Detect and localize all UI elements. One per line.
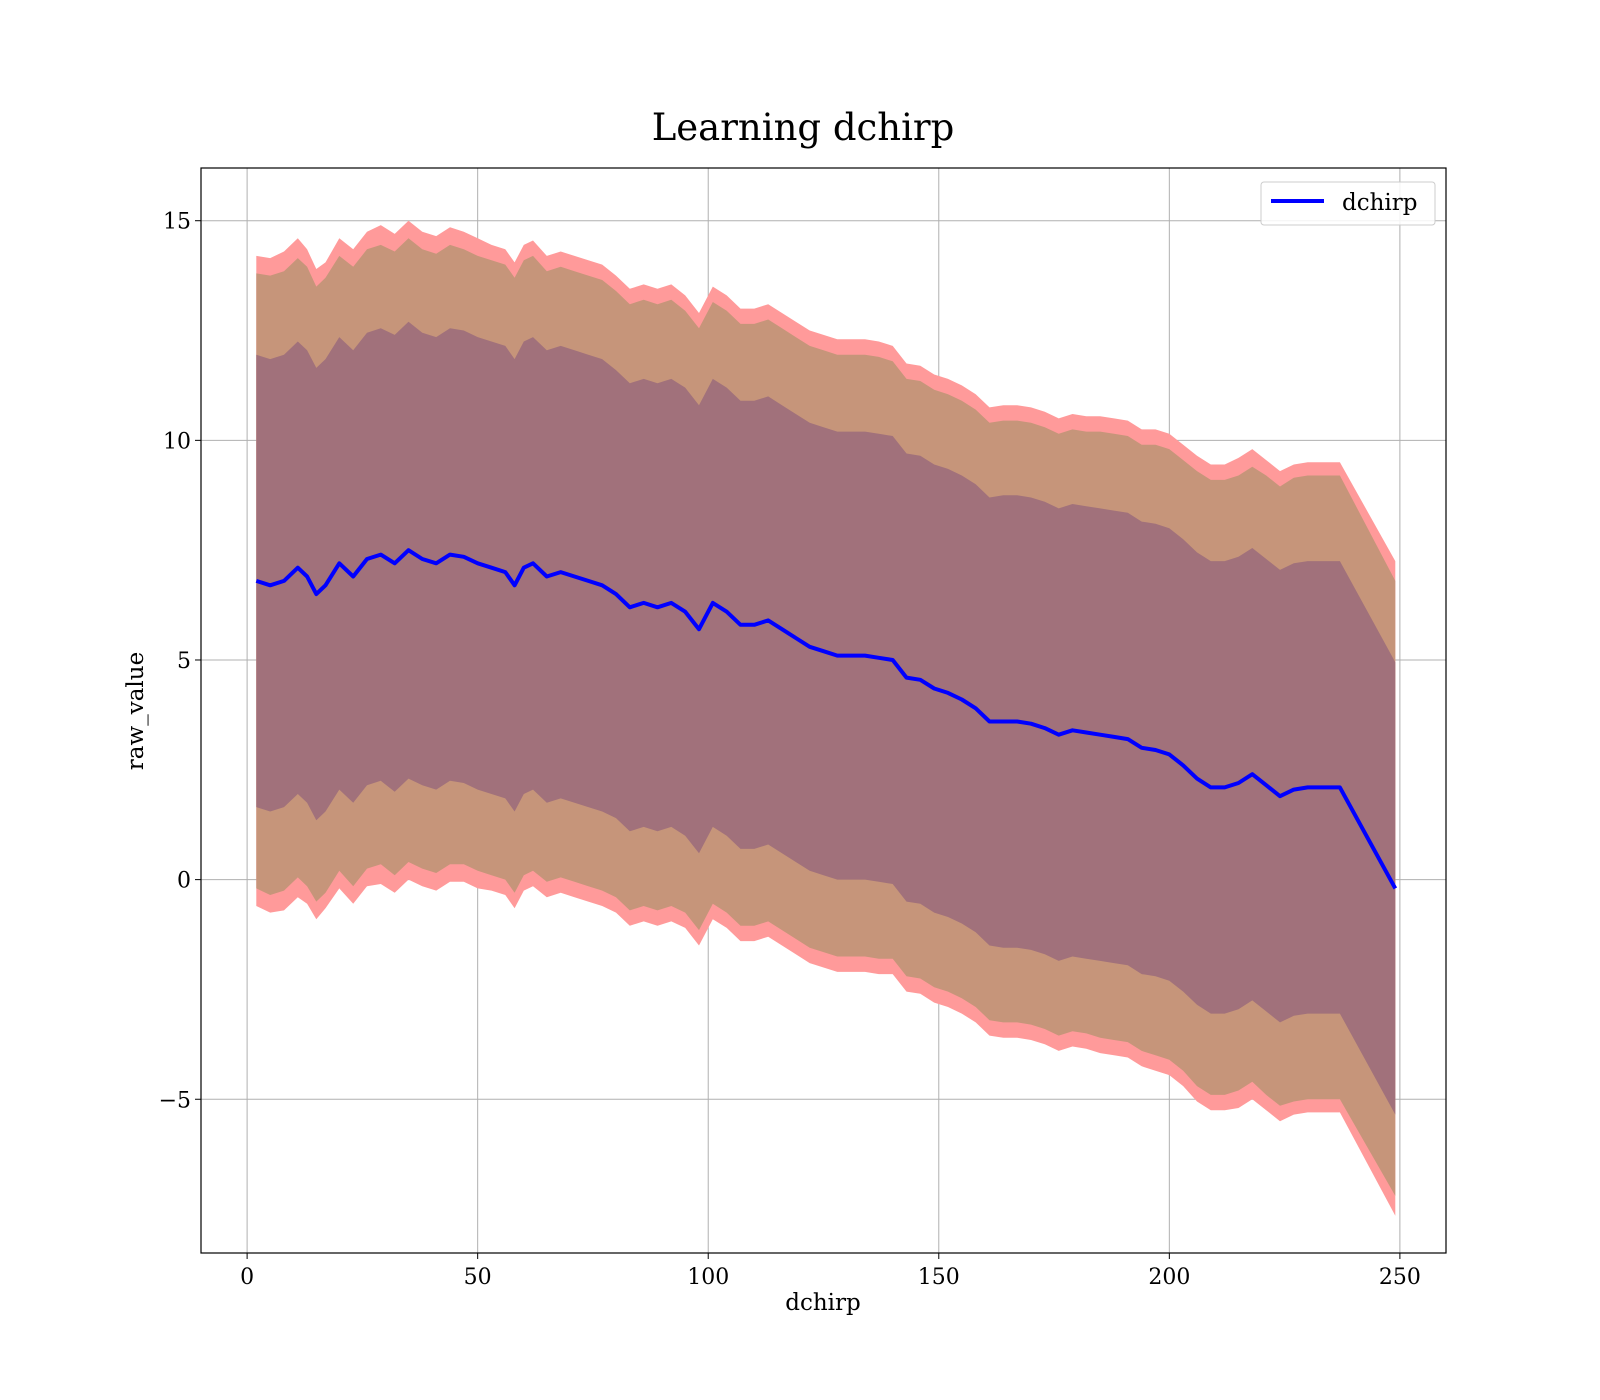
x-tick-label: 200: [1148, 1265, 1190, 1290]
y-tick-label: −5: [159, 1088, 191, 1113]
x-tick-label: 0: [240, 1265, 254, 1290]
x-tick-label: 100: [687, 1265, 729, 1290]
legend: dchirp: [1260, 181, 1436, 226]
y-tick-label: 15: [163, 210, 191, 235]
band-inner: [256, 321, 1396, 1115]
x-tick-label: 150: [918, 1265, 960, 1290]
plot-frame: [200, 167, 1447, 1254]
y-tick-label: 5: [177, 649, 191, 674]
series-lines: [255, 548, 1398, 890]
legend-entry-dchirp: dchirp: [1342, 190, 1418, 216]
series-line-dchirp: [255, 548, 1398, 890]
x-tick-label: 250: [1379, 1265, 1421, 1290]
y-axis-ticks: −5 0 5 10 15: [159, 210, 201, 1113]
y-tick-label: 0: [177, 869, 191, 894]
x-axis-ticks: 0 50 100 150 200 250: [240, 1253, 1421, 1290]
confidence-bands: [256, 220, 1396, 1216]
y-axis-label: raw_value: [123, 652, 149, 770]
x-axis-label: dchirp: [785, 1290, 861, 1316]
x-tick-label: 50: [464, 1265, 492, 1290]
y-tick-label: 10: [163, 429, 191, 454]
chart-title: Learning dchirp: [652, 106, 955, 149]
legend-box: [1260, 181, 1436, 226]
